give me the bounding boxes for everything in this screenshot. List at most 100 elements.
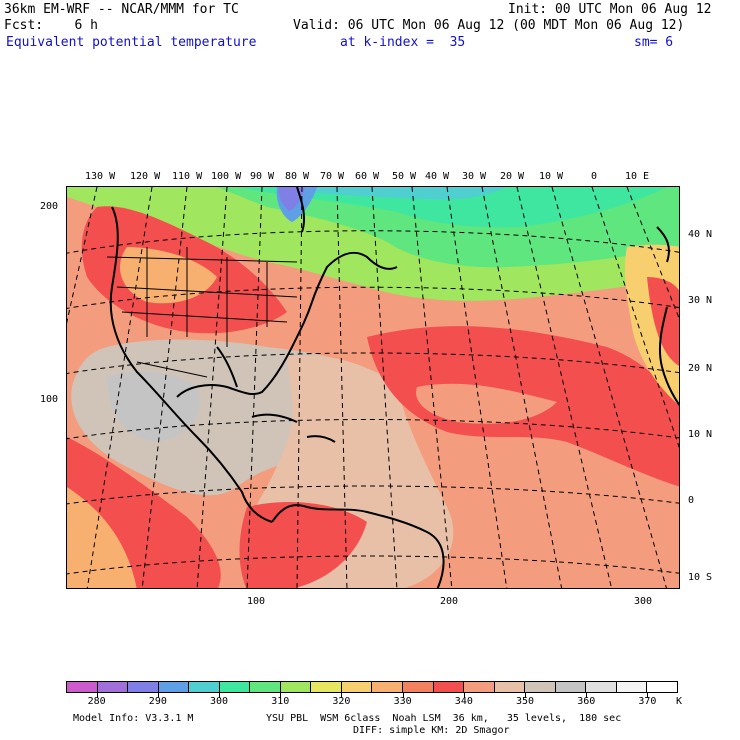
colorbar-tick [586,693,588,698]
coast-north-sa [271,504,445,588]
state-lines [146,247,268,347]
lon-label: 80 W [285,171,310,182]
meridian-60w [371,187,398,588]
borders [106,247,298,378]
lon-label: 100 W [211,171,242,182]
region-sa-340 [239,502,367,588]
meridian-10w [551,187,667,588]
meridian-50w [411,187,453,588]
meridian-20w [516,187,613,588]
graticule [67,187,679,588]
colorbar-swatch [494,682,526,692]
coast-west-na [109,206,273,523]
meridian-100w [196,187,228,588]
colorbar-swatch [616,682,648,692]
colorbar-label: 350 [516,696,535,707]
colorbar-label: 360 [577,696,596,707]
valid-time: Valid: 06 UTC Mon 06 Aug 12 (00 MDT Mon … [293,18,685,33]
lat-label: 10 N [688,429,713,440]
meridian-110w [141,187,188,588]
colorbar-tick [157,693,159,698]
theta-e-map [66,186,680,589]
colorbar-swatch [311,682,342,692]
lat-label: 20 N [688,363,713,374]
colorbar-tick [525,693,526,698]
lon-label: 110 W [172,171,203,182]
model-title: 36km EM-WRF -- NCAR/MMM for TC [4,2,239,17]
colorbar-swatch [464,682,495,692]
colorbar-swatch [158,682,190,692]
lon-label: 20 W [500,171,525,182]
lon-label: 50 W [392,171,417,182]
smoothing: sm= 6 [634,35,674,50]
colorbar-swatch [189,682,220,692]
coast-gulf [176,301,313,398]
lon-label: 120 W [130,171,161,182]
colorbar-swatch [250,682,281,692]
lat-label: 10 S [688,572,713,583]
region-atl-345 [416,383,557,424]
parallel-40n [67,230,679,254]
meridian-70w [336,187,348,588]
meridian-30w [481,187,563,588]
lon-label: 60 W [355,171,380,182]
meridian-80w [296,187,303,588]
lat-label: 30 N [688,295,713,306]
grid-label-y-200: 200 [40,201,59,212]
colorbar-unit: K [676,696,683,707]
coast-cuba [251,413,298,423]
region-300 [237,187,667,228]
colorbar-swatch [586,682,617,692]
colorbar [66,681,678,693]
colorbar-swatch [67,682,98,692]
region-pac-330 [67,487,137,588]
colorbar-label: 290 [148,696,167,707]
lat-label: 40 N [688,229,713,240]
colorbar-swatch [647,682,677,692]
colorbar-label: 370 [638,696,657,707]
grid-label-y-100: 100 [40,394,59,405]
meridian-90w [246,187,263,588]
state-lines-h [116,286,298,323]
colorbar-label: 340 [454,696,473,707]
colorbar-tick [219,693,220,698]
border-us-mexico [136,361,208,378]
colorbar-swatch [433,682,465,692]
colorbar-swatch [341,682,373,692]
coast-africa [658,306,679,407]
grid-label-x-100: 100 [247,596,266,607]
colorbar-swatch [280,682,312,692]
grid-label-x-200: 200 [440,596,459,607]
lon-label: 10 E [625,171,650,182]
colorbar-swatch [97,682,129,692]
coastlines [109,187,679,588]
lon-label: 30 W [462,171,487,182]
physics-line-2: DIFF: simple KM: 2D Smagor [353,725,510,736]
colorbar-swatch [555,682,587,692]
lon-label: 70 W [320,171,345,182]
border-us-canada [106,256,298,263]
lon-label: 0 [591,171,598,182]
colorbar-label: 310 [271,696,290,707]
meridian-10e [626,187,679,320]
lat-label: 0 [688,495,695,506]
coast-iberia [656,226,670,263]
colorbar-tick [463,693,465,698]
colorbar-label: 330 [393,696,412,707]
field-name: Equivalent potential temperature [6,35,257,50]
meridian-40w [446,187,508,588]
k-index: at k-index = 35 [340,35,466,50]
lon-label: 40 W [425,171,450,182]
colorbar-tick [341,693,343,698]
colorbar-tick [280,693,282,698]
physics-line-1: YSU PBL WSM 6class Noah LSM 36 km, 35 le… [266,713,622,724]
coast-florida [216,346,238,388]
colorbar-tick [647,693,649,698]
coast-east-us [311,251,398,303]
colorbar-label: 280 [87,696,106,707]
region-365 [107,371,200,442]
region-us-330 [119,247,217,304]
lon-label: 130 W [85,171,116,182]
lon-label: 90 W [250,171,275,182]
colorbar-swatch [128,682,159,692]
